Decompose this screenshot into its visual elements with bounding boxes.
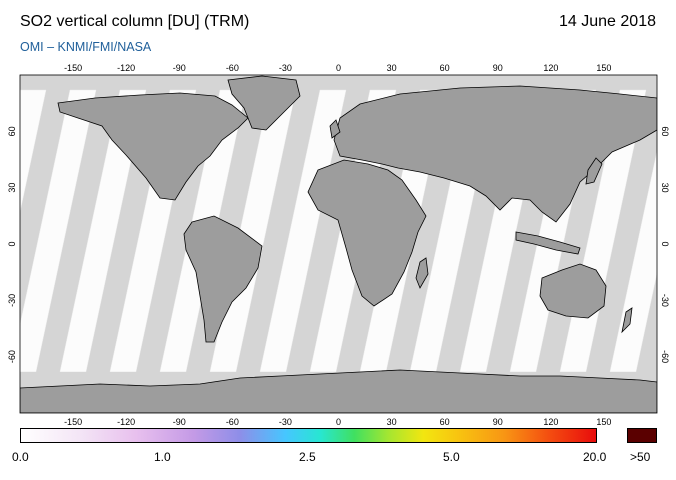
lat-tick-right-0: 60 xyxy=(660,126,670,136)
lat-tick-left-4: -60 xyxy=(7,350,17,363)
lat-tick-right-3: -30 xyxy=(660,294,670,307)
land-indonesia xyxy=(515,231,581,255)
colorbar-label-3: 5.0 xyxy=(443,450,460,464)
lat-tick-left-1: 30 xyxy=(7,183,17,193)
map-frame xyxy=(19,74,658,414)
land-south-america xyxy=(183,215,263,343)
landmasses xyxy=(20,75,657,413)
land-japan xyxy=(585,157,603,185)
lat-tick-right-1: 30 xyxy=(660,183,670,193)
lon-tick-top-9: 120 xyxy=(543,63,558,73)
land-new-zealand xyxy=(621,307,633,334)
colorbar-label-0: 0.0 xyxy=(12,450,29,464)
lon-tick-top-6: 30 xyxy=(387,63,397,73)
swath-1 xyxy=(20,89,97,372)
colorbar-overflow-swatch xyxy=(627,428,657,443)
lon-tick-top-2: -90 xyxy=(173,63,186,73)
latitude-ticks-right: 60 30 0 -30 -60 xyxy=(660,126,670,363)
colorbar xyxy=(20,428,597,443)
swath-13 xyxy=(609,149,657,372)
map-title: SO2 vertical column [DU] (TRM) xyxy=(20,13,250,30)
lat-tick-right-4: -60 xyxy=(660,350,670,363)
lon-tick-top-10: 150 xyxy=(596,63,611,73)
lat-tick-right-2: 0 xyxy=(660,241,670,246)
land-antarctica xyxy=(20,369,657,413)
land-greenland xyxy=(227,75,301,131)
lon-tick-bottom-9: 120 xyxy=(543,417,558,427)
longitude-ticks-top: -150 -120 -90 -60 -30 0 30 60 90 120 150 xyxy=(64,63,611,73)
land-britain xyxy=(329,119,341,139)
lon-tick-bottom-7: 60 xyxy=(440,417,450,427)
latitude-ticks-left: 60 30 0 -30 -60 xyxy=(7,126,17,363)
colorbar-label-5: >50 xyxy=(630,450,651,464)
lon-tick-bottom-2: -90 xyxy=(173,417,186,427)
lat-tick-left-3: -30 xyxy=(7,294,17,307)
lat-tick-left-0: 60 xyxy=(7,126,17,136)
swath-2 xyxy=(59,89,147,372)
lon-tick-top-3: -60 xyxy=(226,63,239,73)
lon-tick-bottom-4: -30 xyxy=(279,417,292,427)
lon-tick-top-1: -120 xyxy=(117,63,135,73)
swath-6 xyxy=(259,89,347,372)
lon-tick-bottom-1: -120 xyxy=(117,417,135,427)
lon-tick-bottom-10: 150 xyxy=(596,417,611,427)
colorbar-label-4: 20.0 xyxy=(583,450,607,464)
lon-tick-top-0: -150 xyxy=(64,63,82,73)
swath-0 xyxy=(20,89,47,214)
lon-tick-bottom-8: 90 xyxy=(493,417,503,427)
map-date: 14 June 2018 xyxy=(559,13,656,30)
lon-tick-bottom-5: 0 xyxy=(336,417,341,427)
lon-tick-top-8: 90 xyxy=(493,63,503,73)
colorbar-label-2: 2.5 xyxy=(299,450,316,464)
lon-tick-bottom-0: -150 xyxy=(64,417,82,427)
lon-tick-bottom-6: 30 xyxy=(387,417,397,427)
land-africa xyxy=(307,159,427,307)
lon-tick-top-4: -30 xyxy=(279,63,292,73)
lon-tick-bottom-3: -60 xyxy=(226,417,239,427)
land-eurasia xyxy=(333,85,657,223)
lon-tick-top-7: 60 xyxy=(440,63,450,73)
lon-tick-top-5: 0 xyxy=(336,63,341,73)
map-credit: OMI – KNMI/FMI/NASA xyxy=(20,40,152,54)
land-australia xyxy=(539,263,607,319)
lat-tick-left-2: 0 xyxy=(7,241,17,246)
longitude-ticks-bottom: -150 -120 -90 -60 -30 0 30 60 90 120 150 xyxy=(64,417,611,427)
colorbar-label-1: 1.0 xyxy=(154,450,171,464)
land-madagascar xyxy=(415,257,429,289)
land-north-america xyxy=(57,92,249,201)
